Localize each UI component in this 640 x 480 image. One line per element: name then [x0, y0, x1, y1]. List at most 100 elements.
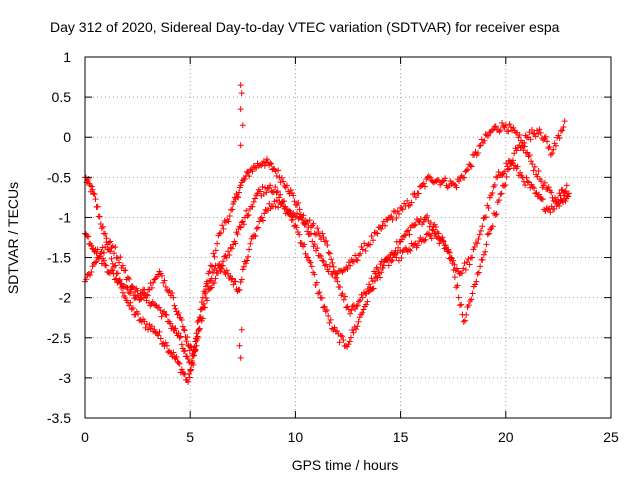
point-track-3	[485, 230, 492, 237]
point-track-2	[322, 308, 329, 315]
point-track-3	[254, 224, 261, 231]
point-track-3	[278, 199, 285, 206]
point-track-3	[559, 127, 566, 134]
point-track-3	[216, 261, 223, 268]
point-track-2	[407, 247, 414, 254]
point-track-3	[100, 249, 107, 256]
y-tick-label: 0	[63, 129, 71, 145]
point-track-2	[467, 254, 474, 261]
point-track-1	[433, 177, 440, 184]
point-track-1	[488, 127, 495, 134]
point-track-2	[228, 245, 235, 252]
plot-frame	[84, 56, 612, 419]
point-track-2	[522, 182, 529, 189]
point-track-1	[545, 184, 552, 191]
point-track-2	[249, 203, 256, 210]
point-track-3	[320, 234, 327, 241]
point-track-3	[143, 291, 150, 298]
point-track-1	[99, 223, 106, 230]
point-track-1	[306, 231, 313, 238]
point-track-2	[237, 224, 244, 231]
point-track-3	[480, 251, 487, 258]
point-track-1	[501, 124, 508, 131]
point-track-3	[381, 259, 388, 266]
point-track-2	[480, 215, 487, 222]
point-track-2	[524, 178, 531, 185]
point-track-3	[196, 314, 203, 321]
point-track-2	[302, 250, 309, 257]
point-track-3	[345, 306, 352, 313]
point-track-1	[357, 250, 364, 257]
point-track-3	[201, 288, 208, 295]
point-track-3	[454, 282, 461, 289]
point-track-3	[463, 311, 470, 318]
point-track-1	[442, 175, 449, 182]
point-track-3	[363, 290, 370, 297]
point-track-2	[178, 341, 185, 348]
point-track-1	[226, 212, 233, 219]
point-track-1	[156, 328, 163, 335]
point-track-2	[158, 313, 165, 320]
point-track-1	[353, 256, 360, 263]
point-track-3	[218, 266, 225, 272]
point-track-2	[345, 341, 352, 348]
point-track-1	[389, 216, 396, 223]
point-track-2	[243, 207, 250, 214]
x-tick-label: 25	[603, 429, 619, 445]
point-track-1	[281, 183, 288, 190]
point-track-2	[518, 172, 525, 179]
point-track-1	[269, 166, 276, 173]
point-track-1	[399, 206, 406, 213]
point-track-1	[467, 162, 474, 169]
point-track-2	[564, 192, 571, 199]
point-track-1	[556, 190, 563, 197]
point-track-3	[319, 230, 326, 237]
point-track-1	[157, 335, 164, 342]
point-track-3	[487, 226, 494, 233]
point-track-1	[214, 240, 221, 247]
point-track-2	[421, 237, 428, 244]
point-track-2	[244, 212, 251, 219]
point-track-2	[291, 223, 298, 230]
point-track-1	[314, 245, 321, 252]
point-track-1	[175, 359, 182, 366]
point-track-2	[277, 191, 284, 198]
point-track-2	[294, 228, 301, 235]
point-track-1	[119, 289, 126, 296]
point-track-1	[472, 148, 479, 155]
y-tick-label: -3	[59, 370, 72, 386]
point-track-2	[315, 290, 322, 297]
point-track-2	[414, 242, 421, 249]
point-track-3	[141, 286, 148, 293]
point-track-2	[461, 260, 468, 267]
point-track-3	[357, 297, 364, 304]
point-track-3	[171, 302, 178, 309]
point-track-1	[141, 318, 148, 325]
point-track-3	[456, 302, 463, 309]
point-track-3	[348, 307, 355, 314]
point-track-3	[504, 166, 511, 173]
point-track-2	[270, 188, 277, 195]
point-track-3	[455, 294, 462, 301]
point-track-2	[426, 231, 433, 238]
point-track-3	[162, 283, 169, 290]
point-track-3	[237, 279, 244, 286]
point-track-1	[541, 179, 548, 186]
point-track-3	[475, 269, 482, 276]
point-track-2	[398, 254, 405, 261]
point-track-3	[528, 126, 535, 133]
point-track-2	[101, 261, 108, 268]
point-track-3	[458, 301, 465, 308]
point-track-1	[407, 202, 414, 209]
point-track-3	[275, 204, 282, 211]
point-track-3	[199, 294, 206, 301]
point-track-1	[162, 339, 169, 346]
point-track-2	[326, 319, 333, 326]
point-track-2	[194, 334, 201, 341]
point-track-3	[533, 127, 540, 134]
point-track-1	[107, 248, 114, 255]
point-track-1	[404, 197, 411, 204]
point-track-2	[466, 261, 473, 268]
point-track-3	[116, 259, 123, 266]
point-track-3	[87, 272, 94, 279]
